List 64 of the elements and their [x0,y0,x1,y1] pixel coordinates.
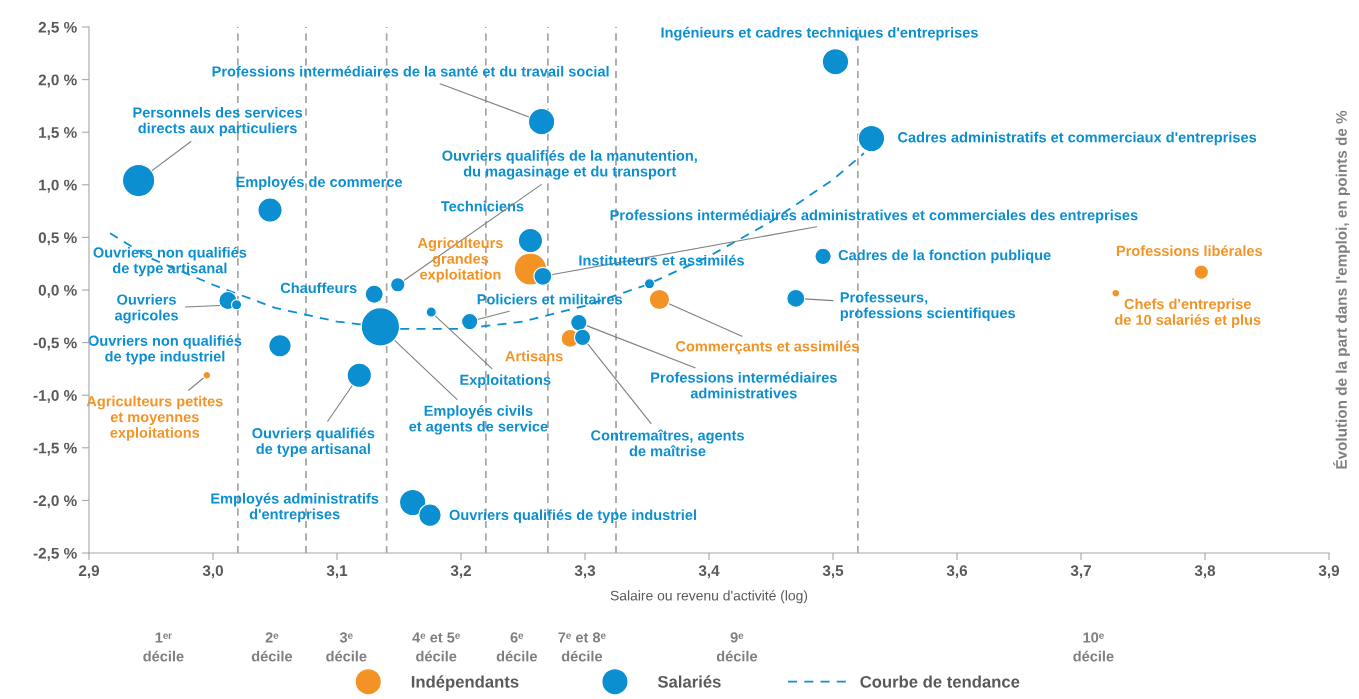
annotation: Ouvriers non qualifiés de type industriel [88,335,242,365]
x-tick-label: 3,0 [202,565,223,579]
legend-label: Courbe de tendance [860,675,1020,688]
y-tick-label: 1,0 % [39,179,77,193]
annotation: Employés de commerce [236,176,403,190]
x-tick-label: 2,9 [78,565,100,579]
y-tick-label: -2,5 % [33,547,77,561]
y-tick-label: 0,0 % [38,284,77,298]
annotation: Employés civils et agents de service [409,405,548,435]
annotation: Professions libérales [1116,245,1263,257]
annotation: Chefs d'entreprise de 10 salariés et plus [1114,298,1261,328]
annotation: Cadres de la fonction publique [838,249,1051,264]
annotation: Exploitations [460,374,551,388]
y-tick-label: 2,5 % [38,21,77,35]
annotation: Agriculteurs petites et moyennes exploitations [86,395,223,441]
annotation: Ouvriers qualifiés de la manutention, du magasinage et du transport [442,149,697,180]
annotation: Ingénieurs et cadres techniques d'entreprises [661,26,978,41]
annotation: Contremaîtres, agents de maîtrise [591,429,744,457]
legend-label: Indépendants [411,675,519,691]
x-tick-label: 3,3 [574,565,596,579]
text: 7ᵉ et 8ᵉ décile [558,632,606,662]
text: 6ᵉ décile [496,632,537,662]
x-tick-label: 3,9 [1318,565,1340,579]
legend-label: Salariés [657,675,721,688]
x-tick-label: 3,1 [326,565,348,579]
y-tick-label: -1,0 % [33,390,77,404]
x-tick-label: 3,6 [946,565,968,579]
annotation: Commerçants et assimilés [676,340,859,355]
y-tick-label: -2,0 % [33,495,77,509]
y-tick-label: -0,5 % [33,337,77,351]
text: 3ᵉ décile [326,632,367,662]
x-tick-label: 3,8 [1194,565,1216,579]
annotation: Ouvriers qualifiés de type industriel [449,509,696,523]
annotation: Cadres administratifs et commerciaux d'entreprises [898,131,1257,146]
y-tick-label: 0,5 % [38,232,77,246]
annotation: Agriculteurs grandes exploitation [417,237,503,283]
annotation: Ouvriers non qualifiés de type artisanal [93,246,247,277]
annotation: Professions intermédiaires administratives [651,371,837,399]
annotation: Professions intermédiaires de la santé et du travail social [212,65,609,77]
annotation: Professions intermédiaires administratives et commerciales des entreprises [610,209,1138,224]
annotation: Employés administratifs d'entreprises [211,492,379,523]
text: 9ᵉ décile [716,632,758,662]
annotation: Chauffeurs [280,282,357,294]
text: 2ᵉ décile [251,632,293,662]
annotation: Professeurs, professions scientifiques [840,291,1016,322]
y-axis-title: Évolution de la part dans l'emploi, en points de % [1333,110,1350,469]
annotation: Ouvriers qualifiés de type artisanal [252,427,375,457]
x-tick-label: 3,7 [1070,565,1091,579]
text: 10ᵉ décile [1073,632,1114,662]
text: 1ᵉʳ décile [143,632,184,662]
x-axis-title: Salaire ou revenu d'activité (log) [610,590,808,604]
annotation: Techniciens [441,200,524,212]
x-tick-label: 3,5 [822,565,844,579]
y-tick-label: -1,5 % [33,442,77,456]
x-tick-label: 3,4 [698,565,720,579]
text: 4ᵉ et 5ᵉ décile [412,632,460,662]
annotation: Policiers et militaires [477,293,623,305]
annotation: Artisans [505,350,563,362]
annotation: Instituteurs et assimilés [579,254,744,266]
x-tick-label: 3,2 [450,565,472,579]
y-tick-label: 2,0 % [38,74,77,88]
annotation: Personnels des services directs aux particuliers [133,106,303,137]
annotation: Ouvriers agricoles [114,294,178,324]
y-tick-label: 1,5 % [39,127,77,141]
